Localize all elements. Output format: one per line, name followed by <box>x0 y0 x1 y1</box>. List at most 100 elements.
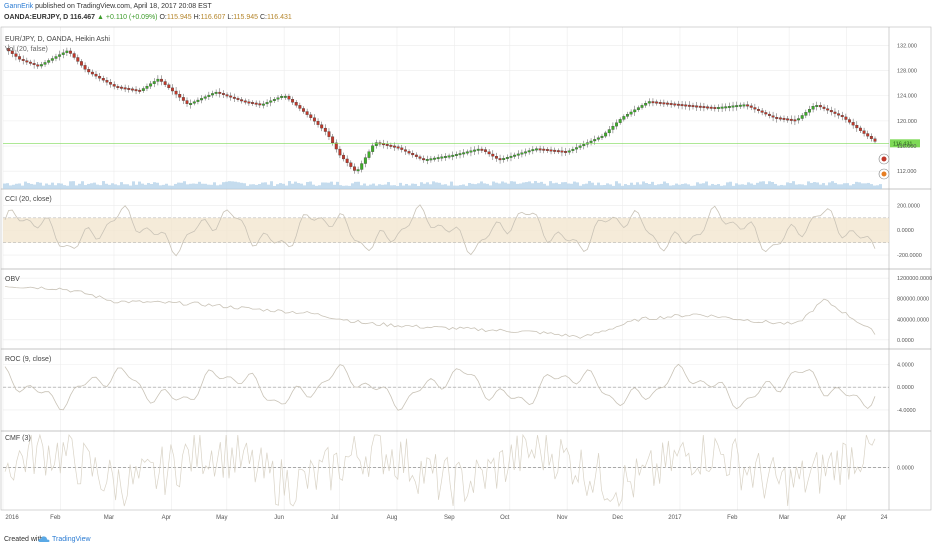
flag-icon-lower-dot <box>881 171 887 177</box>
volume-bar <box>474 184 477 189</box>
volume-bar <box>378 184 381 189</box>
volume-bar <box>384 184 387 189</box>
candle-body <box>79 61 83 66</box>
volume-bar <box>432 181 435 189</box>
volume-bar <box>171 185 174 189</box>
volume-bar <box>219 184 222 189</box>
candle-body <box>647 101 651 104</box>
volume-bar <box>876 185 879 189</box>
volume-bar <box>762 181 765 189</box>
candle-body <box>582 144 586 147</box>
volume-bar <box>600 185 603 189</box>
author-link[interactable]: GannErik <box>4 3 34 10</box>
candle-body <box>262 103 265 106</box>
volume-bar <box>552 183 555 189</box>
candle-body <box>112 84 116 87</box>
candle-body <box>502 158 506 160</box>
candle-body <box>138 89 142 92</box>
candle-body <box>385 144 389 146</box>
volume-bar <box>525 182 528 189</box>
cci-pane[interactable]: CCI (20, close) <box>3 196 889 257</box>
candle-body <box>684 104 688 107</box>
candle-body <box>130 88 134 91</box>
volume-bar <box>30 183 33 189</box>
volume-bar <box>405 183 408 189</box>
cmf-pane[interactable]: CMF (3) <box>3 433 889 508</box>
volume-bar <box>234 181 237 189</box>
candle-body <box>269 100 273 103</box>
volume-bar <box>705 181 708 189</box>
roc-pane[interactable]: ROC (9, close) <box>3 356 889 411</box>
volume-bar <box>663 181 666 189</box>
obv-pane[interactable]: OBV <box>4 276 876 339</box>
candle-body <box>425 159 429 161</box>
volume-bar <box>774 183 777 189</box>
candle-body <box>305 111 309 115</box>
open-value: 115.945 <box>166 14 192 21</box>
candle-body <box>258 103 262 106</box>
x-axis-label: 24 <box>881 515 888 521</box>
flag-icon[interactable] <box>878 153 890 180</box>
candle-body <box>731 105 735 108</box>
candle-body <box>414 154 418 157</box>
pane-frame-3 <box>0 348 932 432</box>
volume-bar <box>753 184 756 189</box>
volume-bar <box>588 181 591 189</box>
volume-bar <box>855 181 858 189</box>
x-axis-label: Apr <box>837 515 846 521</box>
candle-body <box>65 50 69 53</box>
x-axis-label: May <box>216 515 227 521</box>
y-axis-label: 400000.0000 <box>897 317 929 323</box>
volume-bar <box>105 183 108 189</box>
volume-bar <box>36 182 39 189</box>
candle-body <box>229 95 233 98</box>
candle-body <box>320 124 324 129</box>
volume-bar <box>453 185 456 189</box>
x-axis-labels: 2016 Feb Mar Apr May Jun Jul Aug Sep Oct Nov Dec 201… <box>5 515 888 521</box>
candle-body <box>771 115 775 118</box>
candle-body <box>607 129 611 134</box>
candle-body <box>276 97 280 100</box>
volume-bar <box>624 184 627 189</box>
candle-body <box>123 87 127 90</box>
volume-bar <box>336 181 339 189</box>
volume-bar <box>210 184 213 189</box>
volume-bar <box>333 184 336 189</box>
volume-bar <box>810 182 813 189</box>
candle-body <box>604 132 608 137</box>
volume-bar <box>819 184 822 189</box>
volume-bar <box>237 182 240 189</box>
candle-body <box>666 102 669 105</box>
volume-bar <box>66 185 69 189</box>
volume-bar <box>744 184 747 189</box>
price-pane[interactable]: 116.431 EUR/JPY, D, OANDA, Heikin Ashi V… <box>3 36 920 189</box>
candle-body <box>709 106 713 109</box>
x-axis-label: Feb <box>727 515 738 521</box>
volume-bar <box>780 184 783 189</box>
volume-bar <box>357 181 360 189</box>
price-change: ▲ +0.110 (+0.09%) <box>97 14 158 21</box>
cmf-pane-title: CMF (3) <box>5 435 31 442</box>
volume-bar <box>717 184 720 189</box>
candle-body <box>363 157 367 164</box>
candle-body <box>389 144 393 147</box>
chart-area[interactable]: 116.431 EUR/JPY, D, OANDA, Heikin Ashi V… <box>0 26 932 530</box>
candle-body <box>189 103 193 105</box>
candle-body <box>39 64 43 67</box>
candle-body <box>429 158 433 161</box>
volume-bar <box>447 185 450 189</box>
candle-body <box>312 117 316 122</box>
volume-bar <box>324 182 327 189</box>
volume-bar <box>288 181 291 189</box>
volume-bar <box>6 183 9 189</box>
candle-body <box>192 101 196 104</box>
volume-bar <box>531 183 534 189</box>
candle-body <box>778 117 782 120</box>
x-axis-label: Mar <box>104 515 114 521</box>
candle-body <box>600 135 604 138</box>
volume-bar <box>72 181 75 189</box>
chart-header: GannErik published on TradingView.com, A… <box>0 0 932 26</box>
tradingview-brand-link[interactable]: TradingView <box>52 536 91 543</box>
volume-bar <box>342 185 345 189</box>
volume-bar <box>696 182 699 189</box>
